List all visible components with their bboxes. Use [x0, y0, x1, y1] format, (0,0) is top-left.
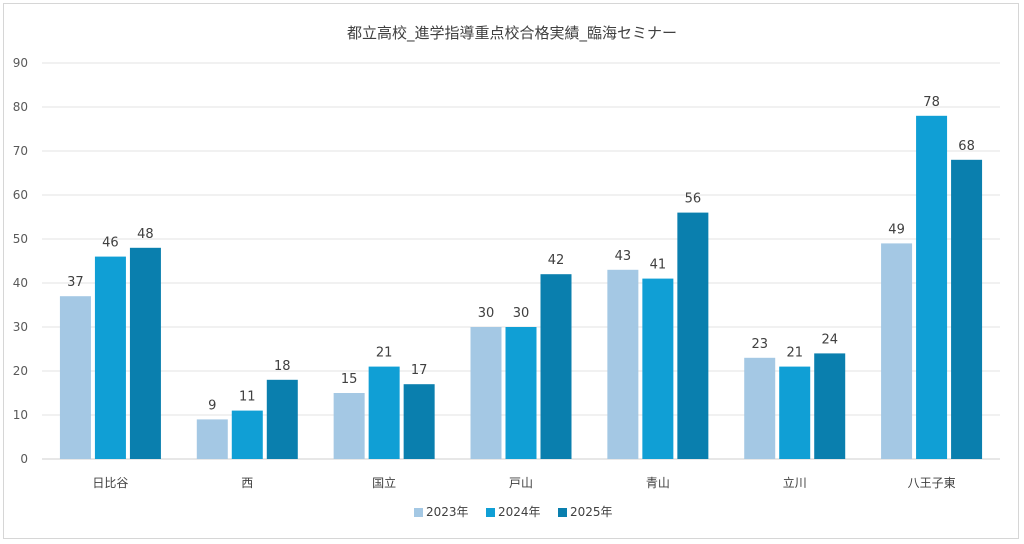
- data-label: 41: [650, 258, 667, 273]
- y-tick-label: 50: [13, 232, 28, 246]
- legend-swatch: [486, 508, 495, 517]
- x-category-label: 日比谷: [92, 476, 128, 490]
- bar: [196, 419, 228, 459]
- legend-label: 2024年: [498, 505, 541, 519]
- data-label: 78: [923, 95, 940, 110]
- bar: [368, 366, 400, 459]
- legend-swatch: [414, 508, 423, 517]
- x-category-label: 国立: [372, 475, 396, 490]
- x-category-label: 青山: [646, 476, 670, 490]
- data-label: 11: [239, 390, 256, 405]
- data-label: 17: [411, 363, 428, 378]
- data-labels: 37 46 48 9 11 18 15 21 17 30 30 42 43 41 56 23 21 24 49 78 6…: [67, 95, 975, 414]
- bar: [607, 269, 639, 459]
- bar: [677, 212, 709, 459]
- bar: [231, 410, 263, 459]
- data-label: 23: [751, 337, 768, 352]
- y-tick-label: 20: [13, 364, 28, 378]
- data-label: 56: [685, 192, 702, 207]
- bar: [916, 115, 948, 460]
- y-tick-label: 80: [13, 100, 28, 114]
- data-label: 30: [478, 306, 495, 321]
- y-tick-label: 30: [13, 320, 28, 334]
- x-category-label: 八王子東: [908, 476, 956, 490]
- bar: [814, 353, 846, 459]
- data-label: 21: [786, 346, 803, 361]
- bar: [744, 357, 776, 459]
- data-label: 68: [958, 139, 975, 154]
- data-label: 37: [67, 275, 84, 290]
- legend-swatch: [558, 508, 567, 517]
- bar: [642, 278, 674, 459]
- data-label: 46: [102, 236, 119, 251]
- data-label: 15: [341, 372, 358, 387]
- x-category-label: 西: [241, 476, 253, 490]
- data-label: 18: [274, 359, 291, 374]
- y-tick-label: 0: [20, 452, 28, 466]
- bar: [403, 384, 435, 459]
- y-axis-ticks: 0 10 20 30 40 50 60 70 80 90: [13, 56, 28, 466]
- bar: [470, 327, 502, 459]
- bar: [333, 393, 365, 459]
- data-label: 24: [821, 332, 838, 347]
- y-tick-label: 70: [13, 144, 28, 158]
- y-tick-label: 90: [13, 56, 28, 70]
- legend-label: 2025年: [570, 505, 613, 519]
- bar: [266, 379, 298, 459]
- bar: [540, 274, 572, 459]
- y-tick-label: 10: [13, 408, 28, 422]
- legend-label: 2023年: [426, 505, 469, 519]
- bar: [951, 159, 983, 460]
- bar: [505, 327, 537, 459]
- data-label: 30: [513, 306, 530, 321]
- x-category-label: 立川: [783, 475, 807, 490]
- data-label: 42: [548, 253, 565, 268]
- legend: 2023年 2024年 2025年: [414, 505, 613, 519]
- data-label: 43: [615, 249, 632, 264]
- bars: [59, 115, 983, 460]
- chart-title: 都立高校_進学指導重点校合格実績_臨海セミナー: [347, 24, 677, 43]
- data-label: 9: [208, 398, 216, 413]
- bar: [779, 366, 811, 459]
- bar: [59, 296, 91, 459]
- bar: [94, 256, 126, 459]
- y-tick-label: 40: [13, 276, 28, 290]
- data-label: 48: [137, 227, 154, 242]
- data-label: 21: [376, 346, 393, 361]
- bar: [881, 243, 913, 459]
- bar: [129, 247, 161, 459]
- x-category-label: 戸山: [509, 476, 533, 490]
- data-label: 49: [888, 222, 905, 237]
- y-tick-label: 60: [13, 188, 28, 202]
- x-axis-categories: 日比谷 西 国立 戸山 青山 立川 八王子東: [92, 475, 955, 490]
